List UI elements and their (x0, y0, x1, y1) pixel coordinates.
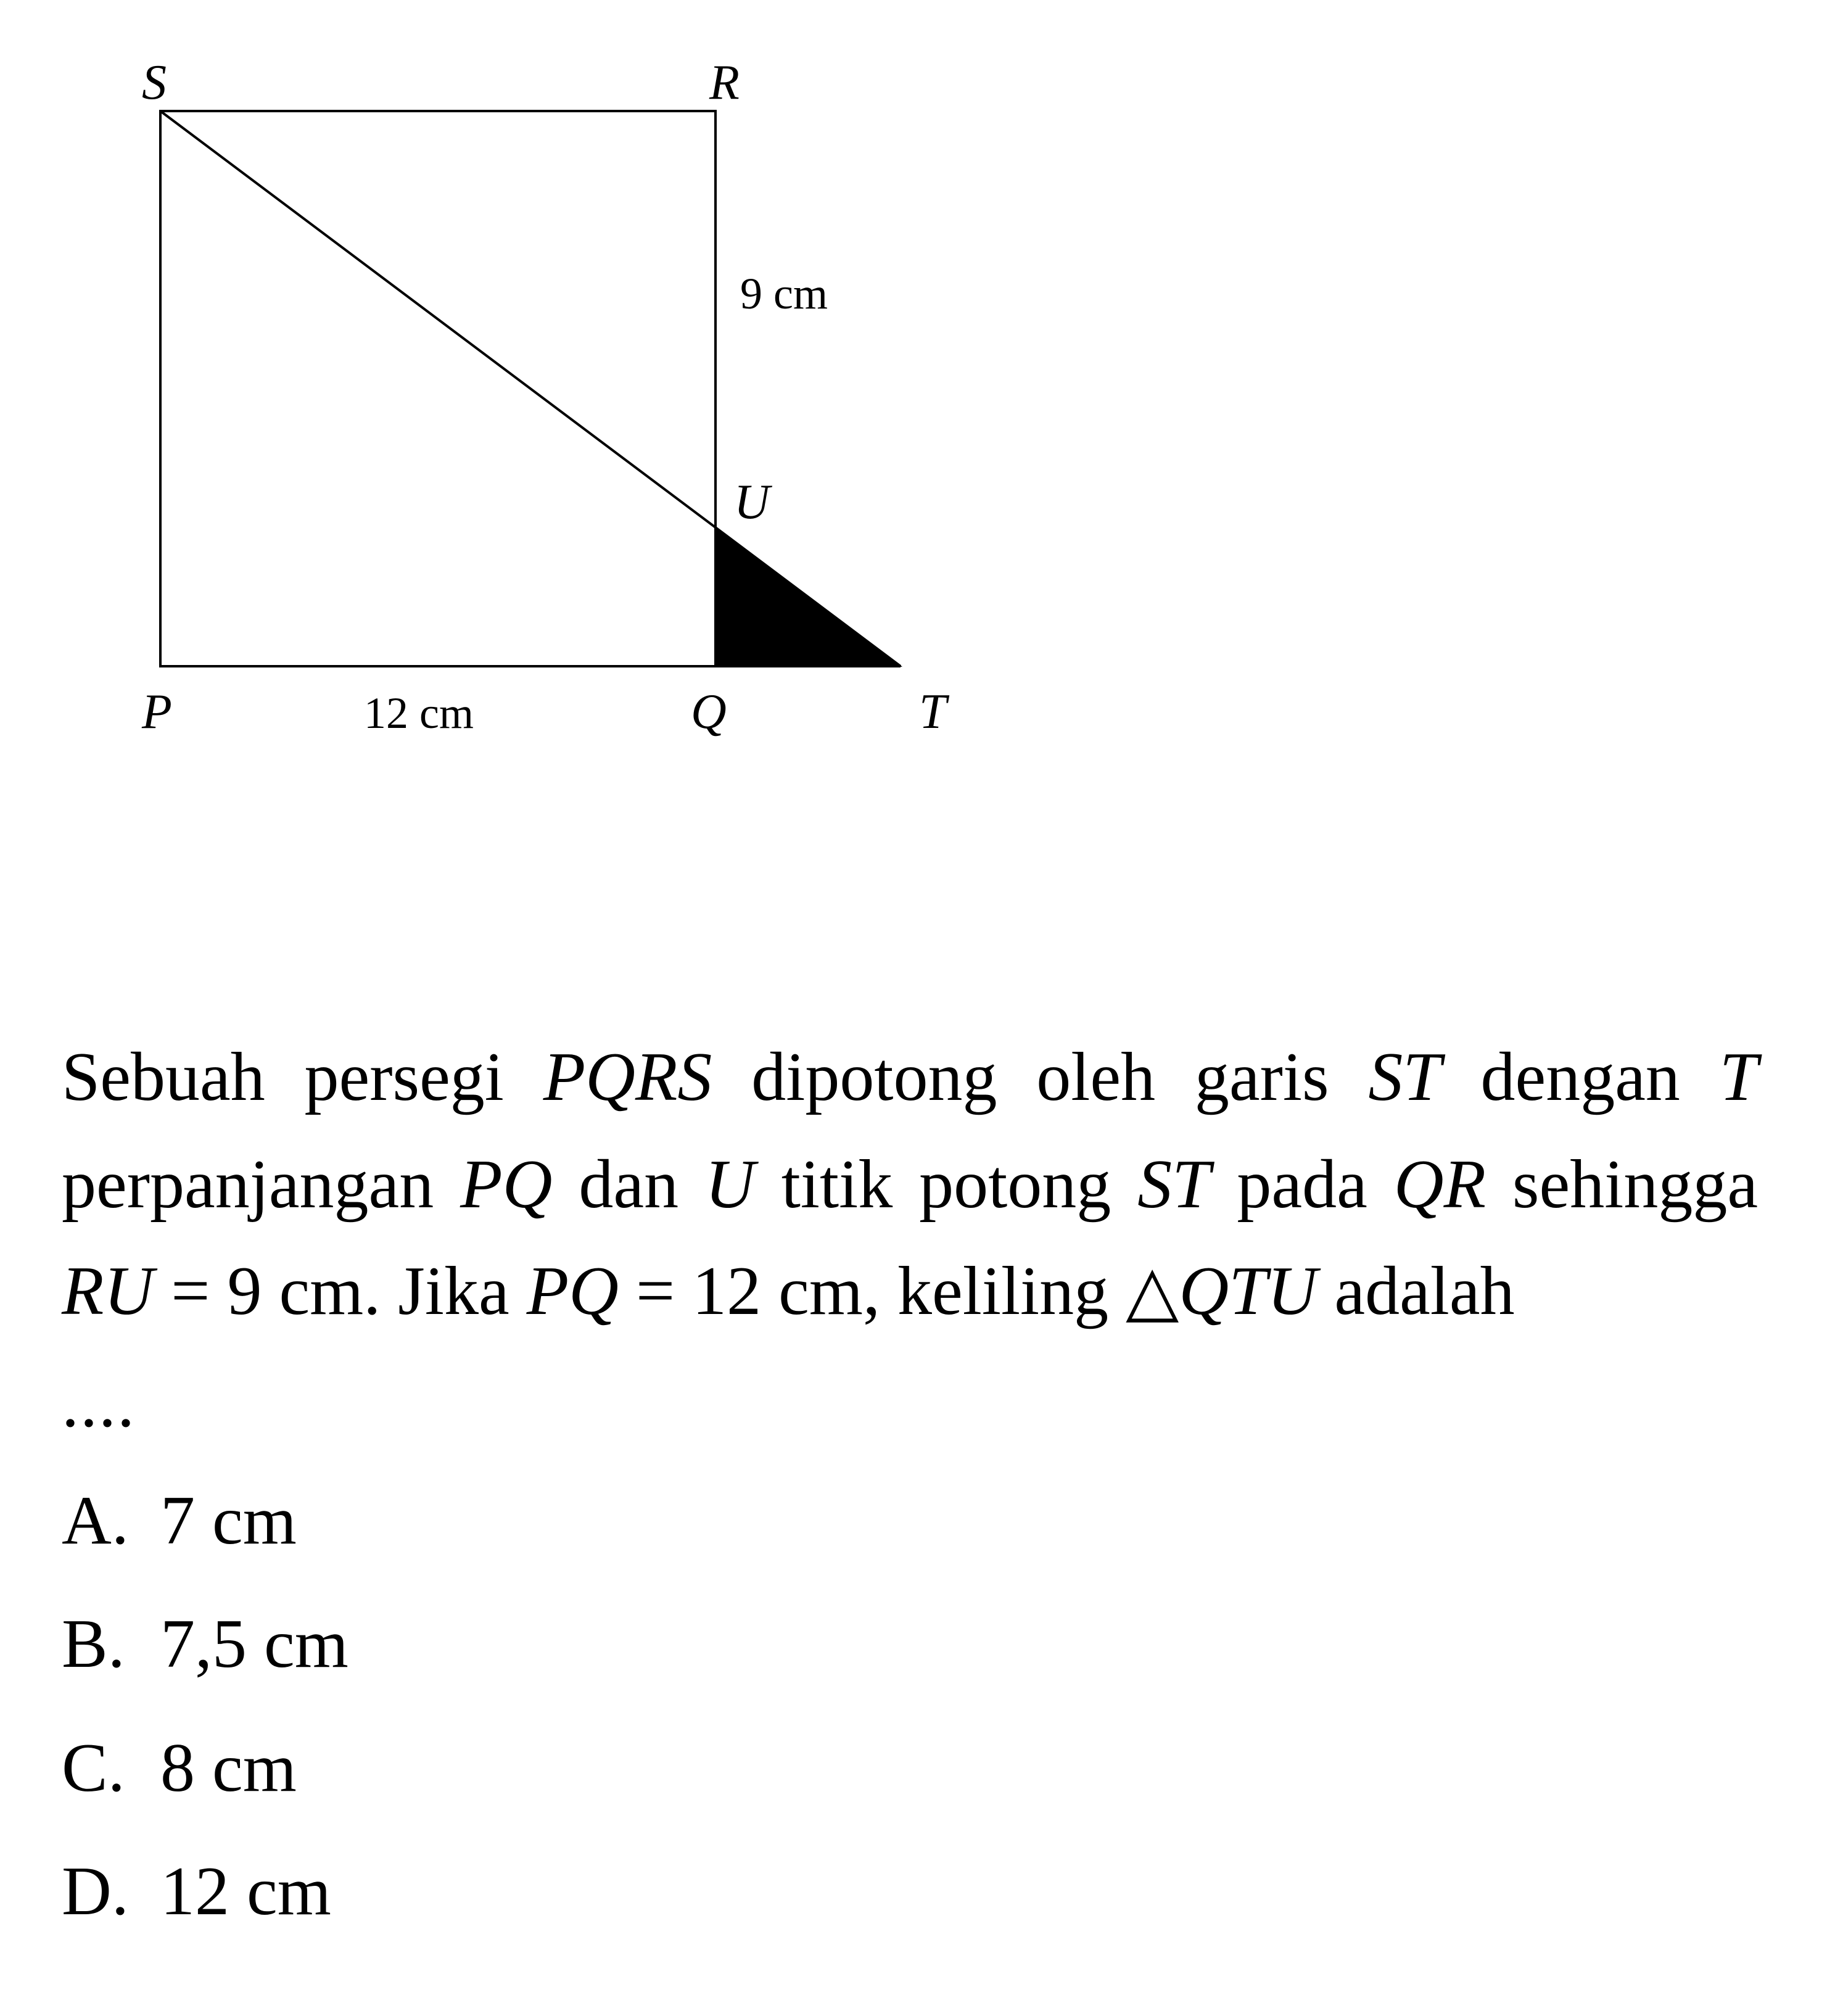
question-text: Sebuah persegi PQRS dipotong oleh garis … (62, 1024, 1758, 1345)
answer-options: A.7 cm B.7,5 cm C.8 cm D.12 cm (62, 1462, 1781, 1951)
label-t: T (919, 685, 950, 739)
option-b-letter: B. (62, 1585, 160, 1703)
q-text-10: = 12 cm, keliling (619, 1253, 1126, 1329)
q-pq2: PQ (527, 1253, 619, 1329)
option-d-letter: D. (62, 1833, 160, 1950)
q-t: T (1720, 1039, 1758, 1115)
label-r: R (709, 56, 740, 110)
option-c-letter: C. (62, 1709, 160, 1827)
option-d-text: 12 cm (160, 1853, 331, 1930)
diagram-svg: S R P Q T U 9 cm 12 cm (99, 49, 1086, 851)
q-text-5: dan (552, 1146, 705, 1223)
q-pqrs: PQRS (543, 1039, 712, 1115)
q-qr: QR (1394, 1146, 1486, 1223)
question-dots: .... (62, 1364, 1781, 1444)
q-tri: △ (1126, 1253, 1179, 1329)
q-text-7: pada (1210, 1146, 1393, 1223)
geometry-diagram: S R P Q T U 9 cm 12 cm (99, 49, 1086, 975)
label-p: P (141, 685, 172, 739)
q-u: U (705, 1146, 755, 1223)
label-s: S (142, 56, 167, 110)
q-ru: RU (62, 1253, 154, 1329)
option-c-text: 8 cm (160, 1730, 297, 1806)
option-b-text: 7,5 cm (160, 1606, 348, 1682)
q-text-2: dipotong oleh garis (712, 1039, 1368, 1115)
q-text-9: = 9 cm. Jika (154, 1253, 526, 1329)
option-d: D.12 cm (62, 1833, 1781, 1950)
triangle-qut (715, 527, 901, 666)
dim-9cm: 9 cm (740, 269, 828, 318)
q-text-8: sehingga (1486, 1146, 1758, 1223)
q-pq: PQ (460, 1146, 552, 1223)
q-st: ST (1368, 1039, 1441, 1115)
q-text-6: titik potong (755, 1146, 1137, 1223)
option-a-letter: A. (62, 1462, 160, 1579)
option-b: B.7,5 cm (62, 1585, 1781, 1703)
label-q: Q (691, 685, 727, 739)
q-text-3: dengan (1441, 1039, 1720, 1115)
q-qtu: QTU (1179, 1253, 1317, 1329)
q-st2: ST (1137, 1146, 1210, 1223)
option-a: A.7 cm (62, 1462, 1781, 1579)
square-pqrs (160, 111, 715, 666)
q-text-1: Sebuah persegi (62, 1039, 543, 1115)
option-a-text: 7 cm (160, 1482, 297, 1559)
option-c: C.8 cm (62, 1709, 1781, 1827)
dim-12cm: 12 cm (364, 688, 474, 738)
q-text-4: perpanjangan (62, 1146, 460, 1223)
q-text-11: adalah (1317, 1253, 1514, 1329)
label-u: U (734, 475, 773, 529)
